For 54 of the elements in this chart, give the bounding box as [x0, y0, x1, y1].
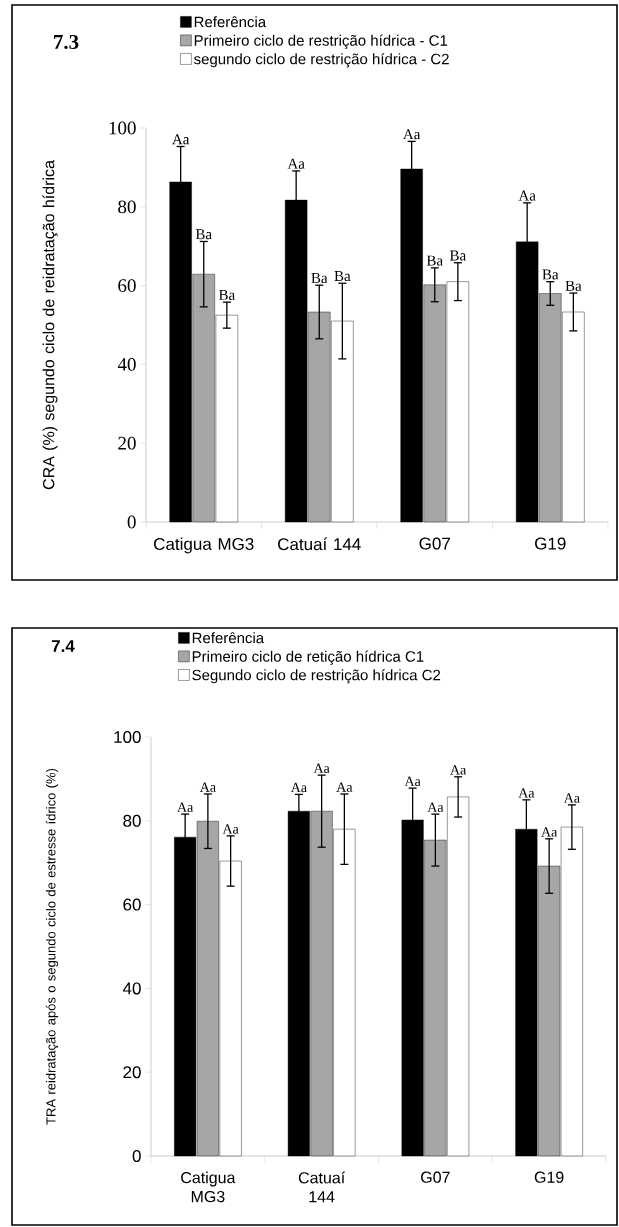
data-label: Aa	[518, 788, 535, 798]
data-label: Aa	[541, 827, 558, 837]
data-label: Ba	[334, 271, 351, 282]
y-tick-label: 40	[117, 357, 136, 371]
data-label: Aa	[290, 782, 307, 793]
data-label: Aa	[199, 782, 216, 792]
data-label: Aa	[518, 190, 536, 201]
data-label: Ba	[311, 273, 328, 283]
data-label: Aa	[287, 158, 305, 169]
chart-title: 7.3	[54, 34, 79, 50]
data-label: Ba	[565, 280, 582, 291]
x-tick-label: G19	[535, 537, 566, 550]
x-tick-label: Catigua MG3	[154, 537, 254, 554]
y-tick-label: 0	[132, 1149, 141, 1163]
data-label: Aa	[404, 776, 421, 786]
data-label: Aa	[336, 782, 353, 792]
data-label: Aa	[563, 793, 580, 803]
data-label: Aa	[403, 129, 421, 140]
y-tick-label: 60	[123, 898, 141, 911]
x-tick-label: G19	[534, 1171, 564, 1183]
x-tick-label: G07	[419, 537, 450, 550]
x-tick-label: G07	[421, 1171, 450, 1183]
y-tick-label: 80	[118, 200, 136, 214]
legend-label: Primeiro ciclo de restrição hídrica - C1	[194, 34, 448, 49]
data-label: Aa	[427, 802, 444, 812]
data-label: Aa	[222, 824, 239, 834]
x-tick-label: Catigua MG3	[181, 1171, 236, 1203]
y-tick-label: 80	[123, 814, 141, 827]
y-tick-label: 20	[118, 436, 136, 450]
y-axis-title: TRA reidratação após o segundo ciclo de estresse ídrico (%)	[45, 768, 59, 1125]
data-label: Ba	[449, 250, 466, 261]
y-tick-label: 60	[118, 279, 136, 293]
data-label: Ba	[195, 229, 212, 240]
data-label: Aa	[172, 134, 190, 145]
data-label: Aa	[177, 802, 194, 812]
y-tick-label: 100	[109, 121, 136, 135]
data-label: Ba	[542, 269, 559, 280]
legend-label: Primeiro ciclo de retição hídrica C1	[192, 650, 424, 665]
y-tick-label: 20	[123, 1066, 141, 1079]
y-tick-label: 100	[114, 730, 141, 744]
y-tick-label: 0	[127, 515, 136, 529]
legend-label: segundo ciclo de restrição hídrica - C2	[194, 53, 449, 68]
data-label: Aa	[450, 765, 467, 775]
y-axis-title: CRA (%) segundo ciclo de reidratação hídrica	[42, 160, 58, 490]
legend-label: Referência	[192, 632, 265, 644]
x-tick-label: Catuaí 144	[298, 1171, 346, 1203]
chart-title: 7.4	[51, 640, 75, 652]
data-label: Aa	[313, 763, 330, 773]
legend-label: Segundo ciclo de restrição hídrica C2	[192, 669, 441, 684]
x-tick-label: Catuaí 144	[278, 537, 361, 551]
legend-label: Referência	[194, 16, 267, 28]
y-tick-label: 40	[122, 982, 141, 995]
data-label: Ba	[426, 255, 443, 266]
data-label: Ba	[218, 289, 235, 300]
